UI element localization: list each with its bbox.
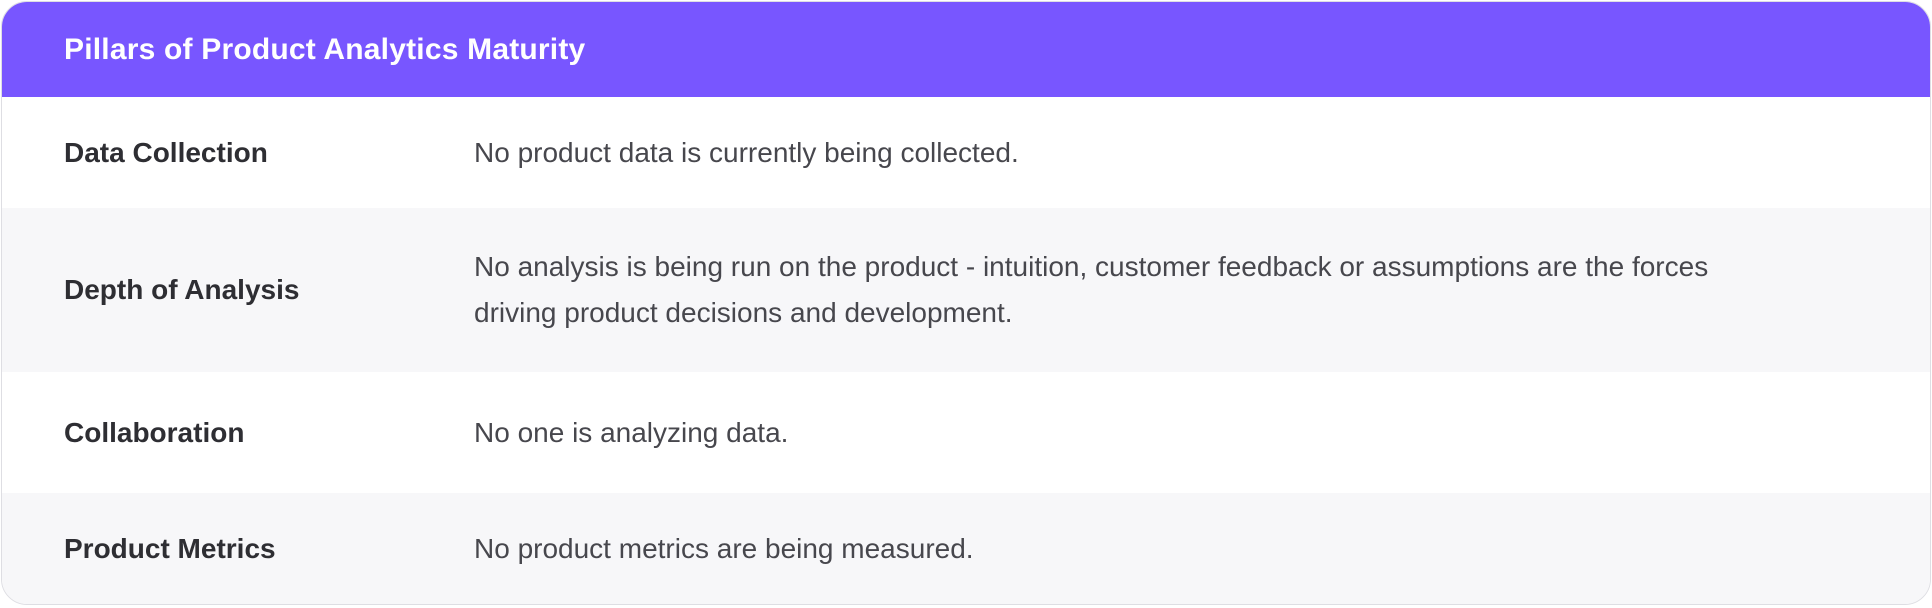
pillars-table: Data Collection No product data is curre… [2,97,1930,604]
table-row: Product Metrics No product metrics are b… [2,493,1930,604]
pillar-description-data-collection: No product data is currently being colle… [474,136,1019,168]
table-row: Depth of Analysis No analysis is being r… [2,208,1930,372]
pillar-description-product-metrics: No product metrics are being measured. [474,533,974,564]
table-row: Data Collection No product data is curre… [2,97,1930,208]
pillar-description-depth-of-analysis: No analysis is being run on the product … [474,251,1709,328]
pillar-label-depth-of-analysis: Depth of Analysis [64,274,300,305]
table-row: Collaboration No one is analyzing data. [2,372,1930,493]
card-header: Pillars of Product Analytics Maturity [2,2,1930,97]
pillar-description-collaboration: No one is analyzing data. [474,416,789,448]
pillar-label-collaboration: Collaboration [64,416,245,448]
page-title: Pillars of Product Analytics Maturity [64,32,586,66]
pillar-label-product-metrics: Product Metrics [64,533,276,564]
pillar-label-data-collection: Data Collection [64,136,268,168]
